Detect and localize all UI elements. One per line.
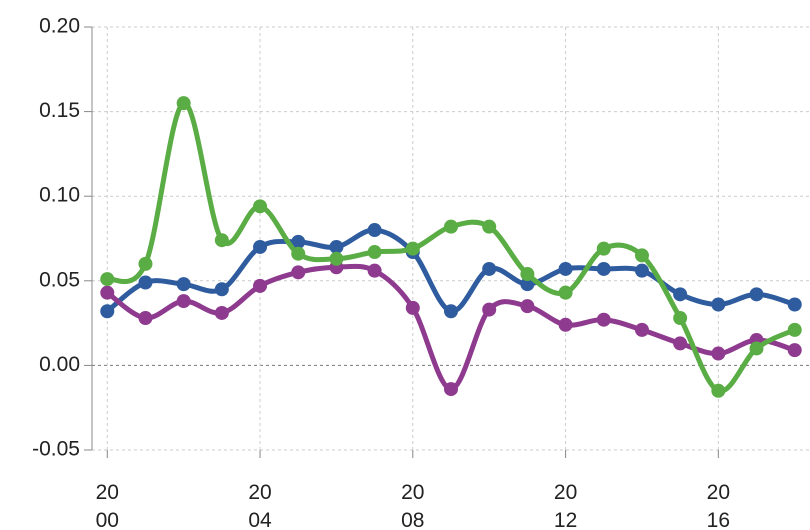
data-point [367,223,382,238]
x-tick-line: 08 [401,509,424,530]
x-tick-line: 20 [554,481,577,504]
data-point [100,272,115,287]
data-point [405,241,420,256]
data-point [367,263,382,278]
y-tick-label: 0.15 [39,99,80,122]
data-point [596,312,611,327]
x-tick-label: 20 00 [96,481,119,530]
x-tick-line: 20 [401,481,424,504]
data-point [711,383,726,398]
data-point [138,275,153,290]
y-tick-label: 0.10 [39,184,80,207]
data-point [787,343,802,358]
data-point [214,305,229,320]
data-point [520,267,535,282]
data-point [520,277,535,292]
data-point [444,382,458,397]
data-point [253,278,268,293]
data-point [176,96,191,111]
x-tick-line: 20 [248,481,271,504]
data-point [558,317,573,332]
data-point [291,234,306,249]
x-tick-line: 20 [707,481,730,504]
data-point [673,311,688,326]
x-tick-label: 20 04 [248,481,272,530]
data-point [100,304,115,319]
data-point [444,219,458,234]
data-point [214,233,229,248]
x-tick-label: 20 12 [554,481,577,530]
data-point [482,219,497,234]
data-point [291,246,306,261]
data-point [711,346,726,361]
x-tick-line: 16 [707,509,730,530]
data-point [405,300,420,315]
series-line [106,100,796,394]
x-tick-line: 20 [96,481,119,504]
series-line [105,263,796,392]
data-point [634,248,649,263]
x-tick-line: 04 [248,509,272,530]
x-tick-label: 20 16 [707,481,730,530]
data-point [482,261,497,276]
data-point [787,322,802,337]
data-point [329,251,344,266]
data-point [596,241,611,256]
data-point [100,285,115,300]
data-point [673,287,688,302]
data-point [138,256,153,271]
x-tick-line: 12 [554,509,577,530]
data-point [787,297,802,312]
data-point [711,297,726,312]
series-line [105,227,796,314]
data-point [634,322,649,337]
y-tick-label: 0.05 [39,268,80,291]
x-tick-label: 20 08 [401,481,424,530]
data-point [749,287,764,302]
data-point [176,277,191,292]
data-point [138,311,153,326]
data-point [214,282,229,297]
data-point [291,265,306,280]
data-point [253,239,268,254]
data-point [367,245,382,260]
data-point [482,302,497,317]
x-tick-line: 00 [96,509,119,530]
data-point [329,239,344,254]
data-point [558,261,573,276]
data-point [176,294,191,309]
data-point [520,299,535,314]
data-point [749,341,764,356]
data-point [673,336,688,351]
y-tick-label: -0.05 [32,438,80,461]
y-tick-label: 0.00 [39,353,80,376]
data-point [558,285,573,300]
y-tick-label: 0.20 [39,15,80,38]
data-point [634,263,649,278]
data-point [253,199,268,214]
data-point [596,261,611,276]
data-point [444,304,458,319]
